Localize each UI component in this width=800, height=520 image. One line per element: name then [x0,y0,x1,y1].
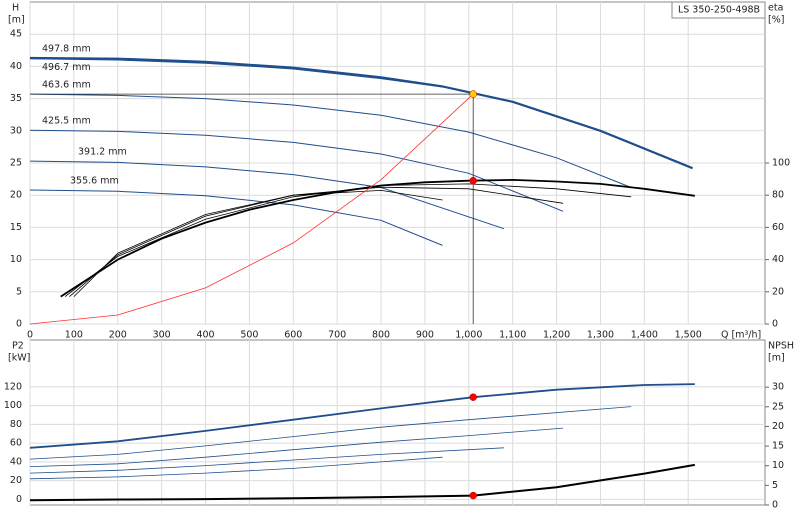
y2-axis-label: eta [768,3,783,14]
x-tick-label: 1,300 [587,330,614,341]
y-axis-unit: [kW] [8,353,30,364]
curve [29,189,443,246]
x-tick-label: 800 [372,330,390,341]
operating-point [469,90,477,98]
y-tick-label: 15 [10,222,22,233]
operating-point [469,491,477,500]
y-tick-label: 80 [10,419,22,430]
curve [29,93,474,325]
y2-tick-label: 10 [772,460,784,471]
curve [29,456,443,480]
x-tick-label: 1,500 [675,330,702,341]
curve-label: 355.6 mm [70,176,119,187]
x-tick-label: 1,100 [499,330,526,341]
y-tick-label: 20 [10,475,22,486]
title-box [671,1,766,19]
x-tick-label: 0 [27,330,33,341]
x-axis-label: Q [m³/h] [721,330,761,341]
y2-tick-label: 80 [772,190,784,201]
x-tick-label: 600 [284,330,302,341]
x-tick-label: 700 [328,330,346,341]
curve-label: 496.7 mm [42,62,91,73]
curve [29,406,632,460]
curve [29,447,504,474]
y-tick-label: 30 [10,125,22,136]
y-tick-label: 5 [16,286,22,297]
y-tick-label: 40 [10,61,22,72]
y-tick-label: 25 [10,158,22,169]
y2-tick-label: 100 [772,158,790,169]
curve [29,129,564,212]
y2-tick-label: 30 [772,382,784,393]
y2-tick-label: 5 [772,480,778,491]
curve [29,427,564,467]
x-tick-label: 300 [153,330,171,341]
y2-tick-label: 20 [772,421,784,432]
y-tick-label: 0 [16,319,22,330]
y2-tick-label: 25 [772,401,784,412]
y2-axis-unit: [%] [768,15,784,26]
y2-axis-label: NPSH [768,341,794,352]
y-axis-label: P2 [12,341,24,352]
x-tick-label: 100 [65,330,83,341]
x-tick-label: 900 [416,330,434,341]
x-tick-label: 1,000 [455,330,482,341]
x-tick-label: 200 [109,330,127,341]
y2-tick-label: 0 [772,500,778,511]
y-axis-unit: [m] [8,15,25,26]
y-tick-label: 35 [10,93,22,104]
x-tick-label: 1,400 [631,330,658,341]
y2-tick-label: 60 [772,222,784,233]
y2-tick-label: 20 [772,286,784,297]
x-tick-label: 500 [240,330,258,341]
y-tick-label: 0 [16,494,22,505]
y-axis-label: H [12,3,19,14]
curve-label: 463.6 mm [42,80,91,91]
y2-tick-label: 15 [772,441,784,452]
y2-tick-label: 40 [772,254,784,265]
curve [29,93,632,188]
y2-axis-unit: [m] [768,353,785,364]
x-tick-label: 400 [196,330,214,341]
curve [29,58,443,88]
y-tick-label: 20 [10,190,22,201]
curve [73,189,443,297]
curve [29,56,694,170]
operating-point [469,393,477,401]
operating-point [469,176,477,185]
curve-label: 497.8 mm [42,44,91,55]
curve [29,383,695,449]
curve-label: 425.5 mm [42,116,91,127]
chart-title: LS 350-250-498B [678,5,760,16]
x-tick-label: 1,200 [543,330,570,341]
y-tick-label: 40 [10,456,22,467]
y-tick-label: 10 [10,254,22,265]
curve [29,463,695,502]
curve [29,160,505,230]
curve-label: 391.2 mm [78,147,127,158]
y2-tick-label: 0 [772,319,778,330]
y-tick-label: 60 [10,438,22,449]
plot-area [29,339,766,506]
y-tick-label: 120 [4,381,22,392]
y-tick-label: 100 [4,400,22,411]
y-tick-label: 45 [10,29,22,40]
